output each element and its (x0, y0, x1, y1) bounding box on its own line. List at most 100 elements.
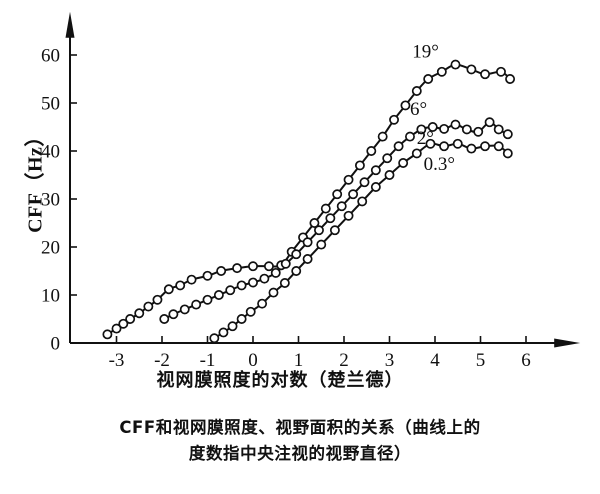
data-point-marker (452, 138, 463, 149)
data-point-marker (480, 141, 490, 152)
plot-area: 0 10 20 30 40 50 60 -3 -2 -1 0 1 2 3 4 5 6 19° 6° 2° 0.3° (41, 11, 581, 372)
data-point-marker (480, 69, 490, 80)
data-point-marker (248, 261, 258, 272)
data-point-marker (259, 273, 270, 284)
x-tick-label: 6 (521, 350, 531, 371)
x-tick-label: 0 (248, 350, 258, 371)
data-point-marker (159, 314, 170, 324)
y-tick-label: 0 (51, 334, 61, 355)
data-point-marker (302, 254, 313, 264)
data-point-marker (291, 249, 302, 260)
data-point-marker (291, 266, 302, 276)
data-point-marker (450, 59, 461, 70)
data-point-marker (280, 258, 291, 269)
data-point-marker (102, 329, 113, 340)
x-tick-label: -1 (200, 350, 216, 371)
data-point-marker (450, 119, 461, 130)
data-point-marker (439, 141, 450, 152)
data-point-marker (357, 196, 368, 207)
data-point-marker (393, 141, 404, 152)
data-point-marker (427, 122, 438, 132)
data-point-marker (493, 141, 504, 152)
data-point-marker (279, 278, 290, 288)
data-point-marker (236, 314, 247, 324)
data-point-marker (366, 146, 377, 156)
curve-label-2deg: 2° (417, 128, 434, 149)
data-point-marker (309, 218, 320, 228)
data-point-marker (484, 117, 495, 128)
tick-labels-group: 0 10 20 30 40 50 60 -3 -2 -1 0 1 2 3 4 5 6 (41, 46, 531, 372)
data-point-marker (354, 160, 365, 171)
data-point-marker (218, 327, 229, 338)
y-tick-label: 10 (41, 286, 60, 307)
data-point-marker (202, 294, 213, 305)
data-point-marker (263, 261, 274, 272)
data-point-marker (384, 170, 395, 180)
data-point-marker (466, 64, 477, 75)
data-point-marker (377, 131, 388, 142)
data-point-marker (423, 74, 434, 84)
data-point-marker (343, 174, 354, 185)
data-point-marker (202, 270, 213, 281)
y-tick-label: 20 (41, 238, 60, 259)
data-point-marker (257, 298, 268, 309)
data-point-marker (411, 86, 422, 96)
cff-chart-svg: 0 10 20 30 40 50 60 -3 -2 -1 0 1 2 3 4 5 6 19° 6° 2° 0.3° (41, 11, 581, 372)
x-tick-label: -2 (154, 350, 170, 371)
data-point-marker (461, 124, 472, 135)
data-point-marker (398, 158, 409, 168)
data-point-marker (329, 225, 340, 236)
data-point-marker (502, 129, 513, 140)
data-point-marker (505, 74, 516, 84)
data-point-marker (316, 239, 327, 250)
curve-line (213, 142, 509, 340)
data-point-marker (232, 263, 243, 274)
data-point-marker (348, 189, 359, 200)
curve-label-19deg: 19° (412, 41, 439, 62)
data-point-marker (191, 299, 202, 310)
curves-group (106, 63, 512, 340)
axes-group (65, 11, 581, 348)
x-tick-label: 3 (385, 350, 395, 371)
data-point-marker (416, 124, 427, 135)
data-point-marker (466, 143, 477, 154)
data-point-marker (225, 285, 236, 296)
figure-caption: CFF和视网膜照度、视野面积的关系（曲线上的 度数指中央注视的视野直径） (30, 415, 570, 466)
data-point-marker (143, 301, 154, 312)
data-point-marker (502, 148, 513, 159)
data-point-marker (163, 284, 174, 295)
data-point-marker (168, 309, 179, 320)
data-point-marker (248, 277, 258, 288)
data-point-marker (302, 237, 313, 248)
caption-line-2: 度数指中央注视的视野直径） (188, 443, 412, 463)
data-point-marker (270, 267, 281, 278)
caption-line-1: CFF和视网膜照度、视野面积的关系（曲线上的 (119, 418, 481, 437)
data-point-marker (382, 153, 393, 164)
data-point-marker (343, 210, 354, 221)
curve-line (163, 121, 509, 320)
x-tick-label: -3 (109, 350, 125, 371)
data-point-marker (152, 294, 163, 305)
data-point-marker (411, 148, 422, 159)
y-tick-label: 40 (41, 142, 60, 163)
data-point-marker (134, 308, 145, 319)
data-point-marker (227, 321, 238, 332)
tick-marks-group (70, 54, 527, 344)
data-point-marker (332, 189, 343, 200)
data-point-marker (405, 131, 415, 142)
data-point-marker (473, 126, 484, 137)
x-tick-label: 1 (294, 350, 304, 371)
curve-label-0-3deg: 0.3° (424, 154, 455, 175)
data-point-marker (389, 114, 399, 125)
y-axis-arrow-icon (65, 11, 75, 38)
data-point-marker (236, 280, 247, 291)
x-tick-label: 2 (339, 350, 349, 371)
x-tick-label: 4 (430, 350, 440, 371)
data-point-marker (496, 66, 506, 77)
x-axis-arrow-icon (554, 338, 581, 348)
data-point-marker (400, 100, 411, 111)
y-tick-label: 60 (41, 46, 60, 67)
data-point-marker (493, 124, 504, 135)
y-tick-label: 50 (41, 94, 60, 115)
